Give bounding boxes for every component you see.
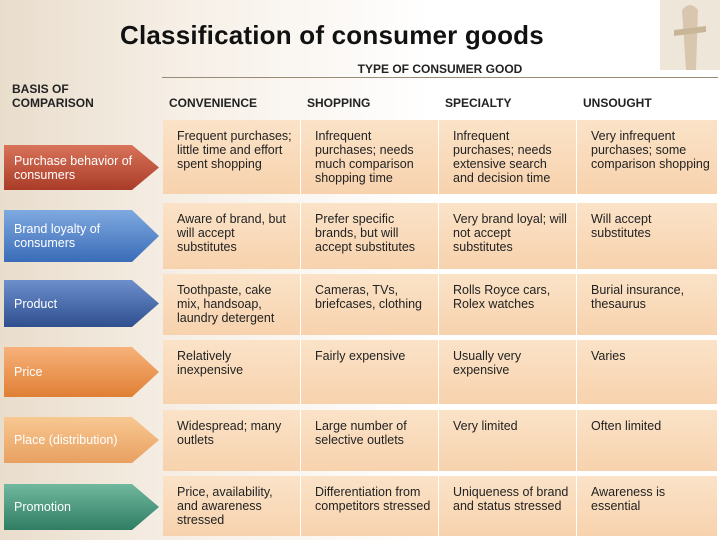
column-header: SPECIALTY (445, 96, 512, 110)
row-label: Place (distribution) (14, 433, 118, 447)
table-cell: Rolls Royce cars, Rolex watches (439, 274, 577, 335)
table-cell: Differentiation from competitors stresse… (301, 476, 439, 536)
header-rule (162, 77, 718, 78)
table-cell: Usually very expensive (439, 340, 577, 404)
row-label: Promotion (14, 500, 71, 514)
table-cell: Toothpaste, cake mix, handsoap, laundry … (163, 274, 301, 335)
type-header: TYPE OF CONSUMER GOOD (357, 62, 523, 76)
table-cell: Widespread; many outlets (163, 410, 301, 471)
row-arrow (4, 145, 159, 190)
table-cell: Very brand loyal; will not accept substi… (439, 203, 577, 269)
row-label: Brand loyalty of consumers (14, 222, 101, 250)
table-cell: Awareness is essential (577, 476, 718, 536)
row-label: Price (14, 365, 43, 379)
table-cell: Very limited (439, 410, 577, 471)
row-arrow (4, 210, 159, 262)
table-cell: Varies (577, 340, 718, 404)
table-cell: Uniqueness of brand and status stressed (439, 476, 577, 536)
slide-title: Classification of consumer goods (120, 20, 544, 50)
table-cell: Relatively inexpensive (163, 340, 301, 404)
table-cell: Infrequent purchases; needs much compari… (301, 120, 439, 194)
row-arrow (4, 347, 159, 397)
row-label: Purchase behavior of consumers (14, 153, 133, 182)
table-cell: Frequent purchases; little time and effo… (163, 120, 301, 194)
table-cell: Will accept substitutes (577, 203, 718, 269)
column-header: UNSOUGHT (583, 96, 652, 110)
table-cell: Infrequent purchases; needs extensive se… (439, 120, 577, 194)
decoration (660, 0, 720, 70)
table-cell: Often limited (577, 410, 718, 471)
table-cell: Price, availability, and awareness stres… (163, 476, 301, 536)
table-cell: Large number of selective outlets (301, 410, 439, 471)
row-arrow (4, 417, 159, 463)
table-cell: Prefer specific brands, but will accept … (301, 203, 439, 269)
table-cell: Very infrequent purchases; some comparis… (577, 120, 718, 194)
row-label: Product (14, 296, 58, 311)
basis-header: BASIS OF COMPARISON (12, 82, 94, 110)
table-cell: Aware of brand, but will accept substitu… (163, 203, 301, 269)
column-header: CONVENIENCE (169, 96, 258, 110)
table-cell: Cameras, TVs, briefcases, clothing (301, 274, 439, 335)
column-header: SHOPPING (307, 96, 371, 110)
row-arrow (4, 484, 159, 530)
table-cell: Burial insurance, thesaurus (577, 274, 718, 335)
table-cell: Fairly expensive (301, 340, 439, 404)
row-arrow (4, 280, 159, 327)
